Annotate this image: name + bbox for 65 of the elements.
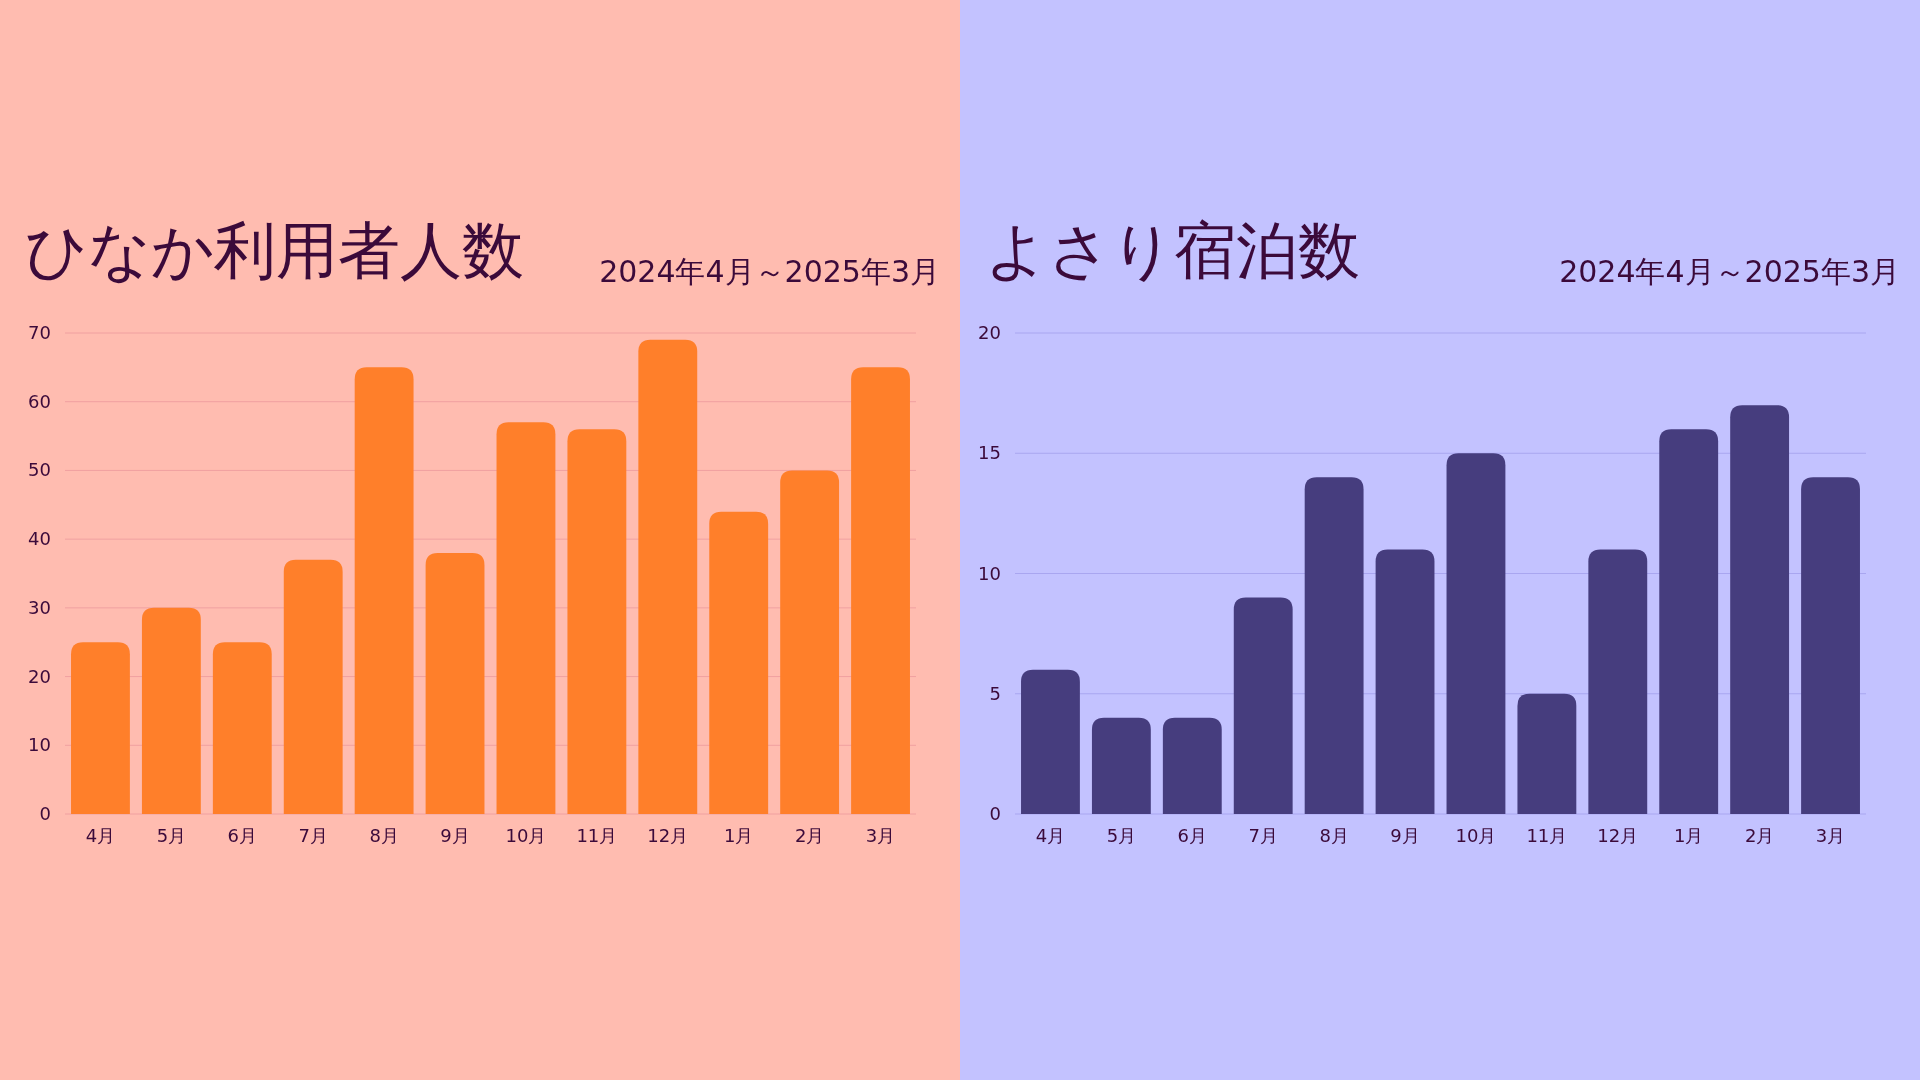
bar (567, 429, 627, 814)
y-tick-label: 0 (39, 803, 51, 824)
x-tick-label: 6月 (227, 825, 258, 846)
bar (71, 642, 130, 814)
y-tick-label: 20 (28, 665, 51, 687)
x-tick-label: 11月 (576, 825, 618, 846)
x-tick-label: 9月 (440, 825, 470, 846)
bar (425, 552, 485, 814)
y-tick-label: 15 (978, 442, 1001, 464)
x-tick-label: 7月 (298, 825, 328, 846)
bar (1517, 693, 1577, 814)
x-tick-label: 3月 (865, 825, 896, 846)
x-tick-label: 5月 (156, 825, 187, 846)
x-tick-label: 4月 (85, 825, 116, 846)
bar (1375, 549, 1435, 814)
x-tick-label: 2月 (1744, 825, 1775, 846)
bar (1446, 453, 1506, 814)
x-tick-label: 1月 (1673, 825, 1704, 846)
x-tick-label: 2月 (794, 825, 825, 846)
bar (780, 470, 840, 814)
y-tick-label: 60 (28, 390, 51, 412)
x-tick-label: 8月 (369, 825, 399, 846)
x-tick-label: 12月 (647, 825, 689, 846)
x-tick-label: 8月 (1319, 825, 1349, 846)
y-tick-label: 50 (28, 459, 51, 481)
chart-title: ひなか利用者人数 (25, 214, 524, 287)
x-tick-label: 1月 (723, 825, 754, 846)
y-tick-label: 30 (28, 596, 51, 618)
y-tick-label: 40 (28, 528, 51, 550)
x-tick-label: 11月 (1526, 825, 1568, 846)
bar (354, 367, 414, 814)
chart-subtitle: 2024年4月～2025年3月 (599, 254, 940, 289)
bar (1801, 477, 1860, 814)
bar (1730, 405, 1790, 814)
x-tick-label: 6月 (1177, 825, 1208, 846)
x-tick-label: 10月 (1455, 825, 1497, 846)
x-tick-label: 5月 (1106, 825, 1137, 846)
x-tick-label: 3月 (1815, 825, 1846, 846)
bar (709, 511, 769, 814)
x-tick-label: 7月 (1248, 825, 1278, 846)
y-tick-label: 5 (989, 682, 1001, 704)
bar (1091, 717, 1151, 814)
y-tick-label: 20 (978, 322, 1001, 343)
chart-title: よさり宿泊数 (985, 214, 1360, 287)
bar (851, 367, 910, 814)
bar (1588, 549, 1648, 814)
bar (1304, 477, 1364, 814)
y-tick-label: 0 (989, 803, 1001, 824)
x-tick-label: 12月 (1597, 825, 1639, 846)
bar (1233, 597, 1293, 814)
bar (638, 339, 698, 814)
x-tick-label: 4月 (1035, 825, 1066, 846)
bar (141, 607, 201, 814)
bar (1659, 429, 1719, 814)
y-tick-label: 70 (28, 322, 51, 343)
bar (1021, 669, 1080, 814)
x-tick-label: 10月 (505, 825, 547, 846)
bar (496, 422, 556, 814)
y-tick-label: 10 (28, 734, 51, 756)
bar (283, 559, 343, 814)
y-tick-label: 10 (978, 562, 1001, 584)
chart-subtitle: 2024年4月～2025年3月 (1559, 254, 1900, 289)
x-tick-label: 9月 (1390, 825, 1420, 846)
bar (1162, 717, 1222, 814)
bar (212, 642, 272, 814)
